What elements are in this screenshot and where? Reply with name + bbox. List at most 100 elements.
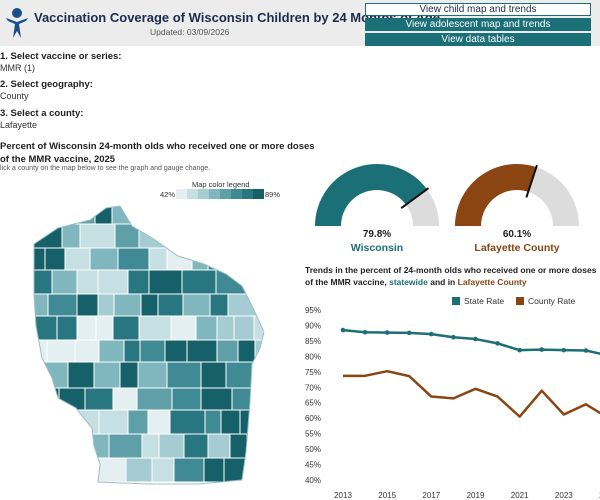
county-shape[interactable]: [195, 315, 218, 341]
county-shape[interactable]: [213, 202, 244, 225]
county-shape[interactable]: [117, 247, 150, 271]
county-shape[interactable]: [74, 339, 100, 363]
county-shape[interactable]: [28, 433, 56, 459]
county-shape[interactable]: [169, 409, 206, 435]
county-shape[interactable]: [186, 339, 218, 363]
county-shape[interactable]: [151, 457, 175, 483]
county-shape[interactable]: [148, 247, 168, 271]
county-shape[interactable]: [28, 409, 46, 435]
county-shape[interactable]: [170, 315, 197, 341]
county-shape[interactable]: [233, 315, 255, 341]
county-shape[interactable]: [127, 269, 150, 295]
county-shape[interactable]: [166, 361, 202, 389]
county-shape[interactable]: [141, 433, 160, 459]
county-shape[interactable]: [191, 247, 209, 271]
county-shape[interactable]: [188, 202, 215, 225]
county-shape[interactable]: [137, 361, 168, 389]
county-shape[interactable]: [209, 293, 229, 317]
county-shape[interactable]: [70, 202, 96, 225]
county-shape[interactable]: [223, 457, 258, 483]
county-shape[interactable]: [259, 409, 278, 435]
county-shape[interactable]: [186, 223, 212, 249]
county-shape[interactable]: [67, 361, 95, 389]
data-tables-button[interactable]: View data tables: [365, 33, 591, 46]
county-shape[interactable]: [181, 269, 217, 295]
county-shape[interactable]: [64, 247, 91, 271]
county-shape[interactable]: [210, 223, 238, 249]
county-shape[interactable]: [157, 293, 184, 317]
county-shape[interactable]: [94, 202, 113, 225]
county-shape[interactable]: [159, 202, 190, 225]
county-shape[interactable]: [51, 457, 76, 483]
door-peninsula[interactable]: [263, 297, 273, 333]
county-shape[interactable]: [239, 409, 261, 435]
county-shape[interactable]: [254, 339, 272, 363]
county-shape[interactable]: [207, 433, 231, 459]
county-shape[interactable]: [242, 202, 270, 225]
county-shape[interactable]: [273, 270, 278, 294]
county-shape[interactable]: [229, 433, 248, 459]
county-shape[interactable]: [28, 339, 48, 363]
county-shape[interactable]: [28, 315, 58, 341]
county-shape[interactable]: [182, 293, 211, 317]
county-shape[interactable]: [256, 457, 278, 483]
county-shape[interactable]: [236, 223, 257, 249]
county-shape[interactable]: [253, 315, 278, 341]
county-shape[interactable]: [148, 269, 183, 295]
county-shape[interactable]: [51, 269, 78, 295]
county-shape[interactable]: [28, 202, 54, 225]
county-shape[interactable]: [277, 294, 278, 316]
county-shape[interactable]: [97, 293, 115, 317]
county-shape[interactable]: [28, 247, 46, 271]
county-select[interactable]: Lafayette: [0, 120, 38, 130]
county-shape[interactable]: [28, 293, 49, 317]
county-shape[interactable]: [113, 293, 142, 317]
county-shape[interactable]: [123, 339, 141, 363]
county-shape[interactable]: [47, 293, 78, 317]
county-shape[interactable]: [76, 269, 99, 295]
county-shape[interactable]: [216, 315, 235, 341]
county-shape[interactable]: [245, 269, 273, 295]
county-shape[interactable]: [200, 387, 233, 411]
county-shape[interactable]: [246, 433, 272, 459]
county-shape[interactable]: [98, 339, 125, 363]
county-shape[interactable]: [183, 433, 209, 459]
county-shape[interactable]: [173, 457, 205, 483]
county-shape[interactable]: [158, 433, 185, 459]
county-shape[interactable]: [28, 361, 45, 389]
county-shape[interactable]: [108, 433, 143, 459]
county-shape[interactable]: [136, 387, 173, 411]
county-shape[interactable]: [125, 457, 153, 483]
county-shape[interactable]: [220, 409, 241, 435]
county-shape[interactable]: [89, 247, 119, 271]
county-shape[interactable]: [167, 223, 188, 249]
county-shape[interactable]: [28, 387, 60, 411]
county-shape[interactable]: [138, 202, 161, 225]
county-shape[interactable]: [28, 223, 63, 249]
county-shape[interactable]: [255, 223, 278, 249]
county-shape[interactable]: [207, 247, 238, 271]
county-shape[interactable]: [46, 339, 76, 363]
county-shape[interactable]: [98, 409, 129, 435]
county-shape[interactable]: [111, 202, 140, 225]
county-shape[interactable]: [272, 248, 278, 270]
county-shape[interactable]: [93, 361, 121, 389]
county-shape[interactable]: [44, 409, 71, 435]
county-shape[interactable]: [52, 202, 72, 225]
adolescent-map-button[interactable]: View adolescent map and trends: [365, 18, 591, 31]
county-shape[interactable]: [54, 433, 88, 459]
county-shape[interactable]: [200, 361, 227, 389]
county-shape[interactable]: [272, 340, 278, 362]
county-shape[interactable]: [171, 387, 202, 411]
county-shape[interactable]: [86, 433, 110, 459]
county-shape[interactable]: [43, 361, 69, 389]
county-shape[interactable]: [44, 247, 66, 271]
county-shape[interactable]: [203, 457, 225, 483]
county-shape[interactable]: [231, 387, 259, 411]
county-shape[interactable]: [61, 223, 81, 249]
county-shape[interactable]: [227, 293, 262, 317]
county-shape[interactable]: [58, 387, 86, 411]
county-shape[interactable]: [257, 387, 278, 411]
county-shape[interactable]: [147, 409, 171, 435]
child-map-button[interactable]: View child map and trends: [365, 3, 591, 16]
